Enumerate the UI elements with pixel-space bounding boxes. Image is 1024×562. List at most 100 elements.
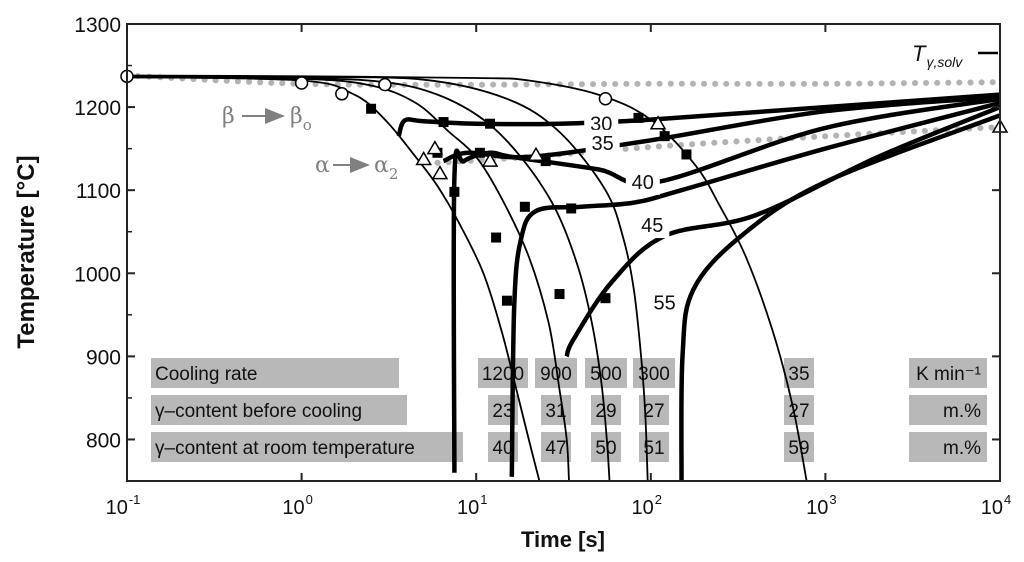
table-value-cell — [541, 395, 571, 425]
y-tick-label: 900 — [86, 346, 121, 369]
table-value-cell — [585, 358, 627, 388]
table-value-cell — [784, 395, 814, 425]
t-solvus-label: Tγ,solv — [912, 41, 963, 70]
table-value: 29 — [595, 401, 616, 422]
table-unit-cell — [909, 358, 987, 388]
alpha-from-label: α — [315, 153, 330, 178]
table-value-cell — [639, 432, 669, 462]
x-tick-label: 104 — [981, 492, 1011, 519]
table-value-cell — [478, 358, 528, 388]
table-value: 27 — [788, 401, 809, 422]
isoline — [679, 113, 1000, 481]
square-marker — [366, 103, 377, 114]
square-marker — [485, 118, 496, 129]
triangle-marker — [527, 146, 545, 162]
table-value: 35 — [788, 364, 809, 385]
circle-marker — [294, 76, 309, 90]
y-tick-label: 1000 — [74, 263, 121, 286]
square-marker — [438, 117, 449, 128]
y-tick-label: 1200 — [74, 97, 121, 120]
triangle-marker — [649, 115, 667, 130]
table-value: 40 — [492, 438, 513, 459]
x-tick-exponent: 2 — [655, 492, 662, 507]
square-marker — [540, 156, 551, 167]
upper-phase-boundary — [127, 72, 1000, 88]
table-value: 1200 — [482, 364, 524, 385]
x-tick-label: 103 — [806, 492, 836, 519]
table-label-cell — [151, 395, 407, 425]
square-marker — [449, 186, 460, 197]
table-row-label: γ–content before cooling — [155, 401, 362, 422]
circle-marker — [378, 77, 392, 92]
y-tick-label: 800 — [86, 429, 121, 452]
t-solvus-subscript: γ,solv — [926, 54, 963, 70]
triangle-marker — [481, 152, 499, 167]
square-marker — [681, 149, 692, 160]
isoline-label-45: 45 — [641, 215, 663, 237]
table-row-label: Cooling rate — [155, 364, 257, 385]
table-value: 51 — [643, 438, 664, 459]
table-unit: m.% — [943, 401, 981, 422]
isoline-label-55: 55 — [654, 292, 676, 314]
x-tick-label: 10-1 — [106, 492, 141, 519]
isoline-35 — [442, 94, 1000, 164]
x-tick-exponent: 4 — [1004, 492, 1011, 507]
data-table: Cooling rate 1200 900 500 300 35 K min⁻¹ γ–cont… — [151, 358, 987, 462]
table-value: 50 — [595, 438, 616, 459]
data-markers — [120, 69, 1009, 306]
table-unit: K min⁻¹ — [916, 364, 981, 385]
beta-from-label: β — [222, 104, 235, 129]
alpha-to-subscript: 2 — [389, 165, 399, 183]
y-tick-label: 1300 — [74, 14, 121, 37]
table-unit: m.% — [943, 438, 981, 459]
triangle-marker — [431, 165, 449, 180]
square-marker — [554, 289, 565, 300]
y-axis-label: Temperature [°C] — [13, 155, 40, 348]
square-marker — [519, 201, 530, 212]
isoline-30 — [396, 92, 1000, 137]
beta-to-subscript: o — [303, 116, 312, 134]
square-marker — [633, 112, 644, 123]
table-value: 900 — [540, 364, 572, 385]
isoline-45 — [509, 100, 1000, 477]
isoline-label-35: 35 — [592, 133, 614, 155]
square-marker — [491, 232, 502, 243]
table-value: 300 — [638, 364, 670, 385]
table-value: 59 — [788, 438, 809, 459]
isoline-label-bg — [625, 168, 660, 195]
table-unit-cell — [909, 432, 987, 462]
x-axis-label: Time [s] — [521, 527, 605, 552]
table-value: 500 — [590, 364, 622, 385]
triangle-marker — [426, 140, 444, 155]
square-marker — [501, 295, 512, 306]
isoline-55 — [564, 105, 1000, 358]
table-label-cell — [151, 358, 399, 388]
circle-marker — [598, 92, 613, 106]
cooling-curve-1200 — [127, 76, 541, 481]
isoline-label-40: 40 — [632, 172, 654, 194]
x-tick-label: 102 — [632, 492, 662, 519]
isoline-label-bg — [635, 212, 670, 239]
beta-to-label: βo — [290, 104, 312, 134]
x-tick-label: 100 — [282, 492, 312, 519]
plot-frame — [126, 23, 1001, 482]
table-value: 27 — [643, 401, 664, 422]
square-marker — [600, 293, 611, 304]
x-tick-label: 101 — [457, 492, 487, 519]
square-marker — [474, 147, 485, 158]
table-value: 23 — [492, 401, 513, 422]
table-value: 47 — [545, 438, 566, 459]
isoline-label-bg — [647, 289, 682, 316]
square-marker — [566, 203, 577, 214]
square-marker — [659, 131, 670, 142]
table-value-cell — [784, 358, 814, 388]
table-value-cell — [633, 358, 675, 388]
y-tick-label: 1100 — [76, 180, 121, 203]
x-tick-exponent: 1 — [480, 492, 487, 507]
x-tick-exponent: 0 — [306, 492, 313, 507]
table-label-cell — [151, 432, 463, 462]
circle-marker — [335, 87, 349, 101]
triangle-marker — [415, 150, 432, 166]
